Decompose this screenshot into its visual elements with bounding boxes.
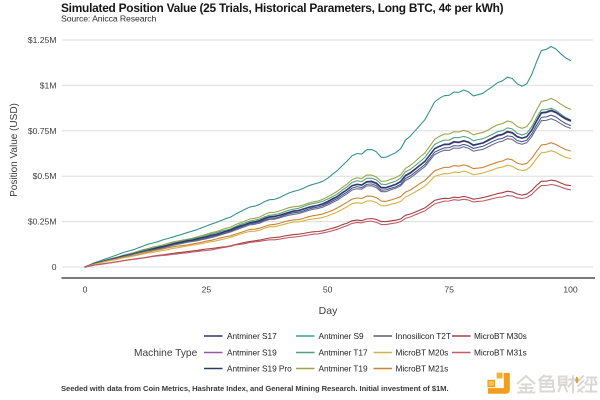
svg-text:Source: Anicca Research: Source: Anicca Research — [61, 14, 157, 24]
svg-text:Position Value (USD): Position Value (USD) — [9, 103, 20, 197]
svg-text:Antminer S19 Pro: Antminer S19 Pro — [227, 364, 292, 374]
svg-text:$0.75M: $0.75M — [28, 126, 57, 136]
svg-text:MicroBT M21s: MicroBT M21s — [396, 364, 449, 374]
svg-text:50: 50 — [323, 285, 333, 295]
svg-text:MicroBT M31s: MicroBT M31s — [474, 348, 527, 358]
svg-text:Machine Type: Machine Type — [134, 348, 198, 359]
svg-text:Antminer S19: Antminer S19 — [227, 348, 277, 358]
svg-text:Antminer S9: Antminer S9 — [319, 331, 365, 341]
svg-text:MicroBT M20s: MicroBT M20s — [396, 348, 449, 358]
svg-text:Innosilicon T2T: Innosilicon T2T — [396, 331, 451, 341]
svg-text:$1M: $1M — [40, 80, 57, 90]
svg-text:0: 0 — [83, 285, 88, 295]
svg-text:0: 0 — [52, 262, 57, 272]
svg-text:Simulated Position Value (25 T: Simulated Position Value (25 Trials, His… — [61, 1, 504, 15]
svg-text:100: 100 — [563, 285, 578, 295]
svg-text:$0.25M: $0.25M — [28, 217, 57, 227]
svg-text:$1.25M: $1.25M — [28, 35, 57, 45]
svg-text:Antminer S17: Antminer S17 — [227, 331, 277, 341]
svg-text:$0.5M: $0.5M — [33, 171, 57, 181]
svg-text:75: 75 — [444, 285, 454, 295]
svg-text:Antminer T17: Antminer T17 — [319, 348, 368, 358]
svg-text:Seeded with data from Coin Met: Seeded with data from Coin Metrics, Hash… — [61, 384, 449, 393]
svg-text:25: 25 — [202, 285, 212, 295]
svg-text:Day: Day — [319, 305, 338, 317]
svg-text:Antminer T19: Antminer T19 — [319, 364, 368, 374]
svg-text:MicroBT M30s: MicroBT M30s — [474, 331, 527, 341]
